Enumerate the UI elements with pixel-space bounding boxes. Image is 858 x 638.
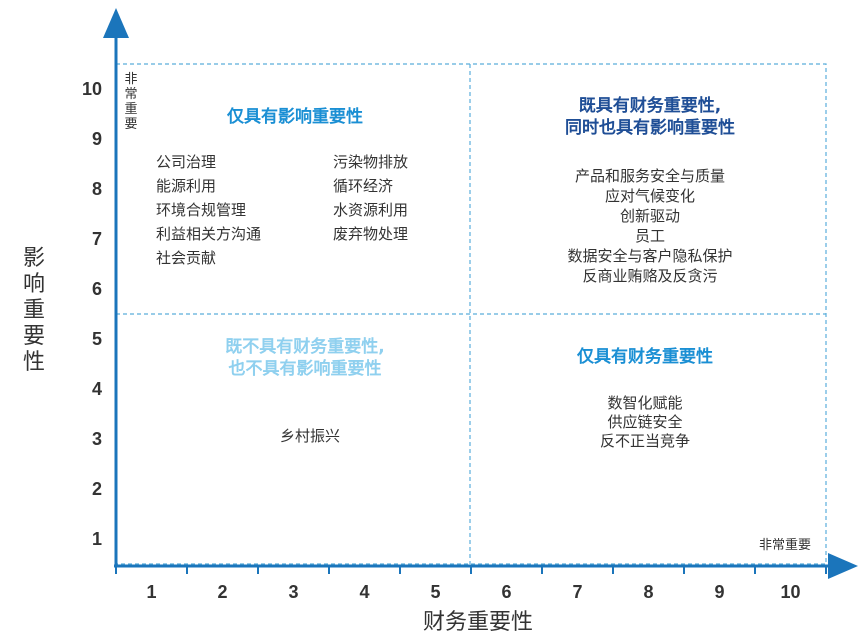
x-corner-label: 非常重要 [758,538,811,553]
list-item: 创新驱动 [619,207,680,225]
x-tick-label: 5 [430,582,440,602]
quadrant-bottom-left-title-line2: 也不具有影响重要性 [228,359,382,379]
y-tick-label: 2 [92,479,102,499]
list-item: 数据安全与客户隐私保护 [567,247,733,265]
list-item: 能源利用 [156,177,217,195]
quadrant-top-right-list: 产品和服务安全与质量 应对气候变化 创新驱动 员工 数据安全与客户隐私保护 反商… [520,166,780,286]
x-tick-label: 8 [643,582,653,602]
y-axis-ticks: 1 2 3 4 5 6 7 8 9 10 [82,79,102,549]
y-tick-label: 1 [92,529,102,549]
x-tick-label: 4 [359,582,369,602]
quadrant-bottom-right-list: 数智化赋能 供应链安全 反不正当竞争 [550,394,740,451]
quadrant-bottom-left-title: 既不具有财务重要性, 也不具有影响重要性 [180,336,430,380]
x-tick-label: 1 [146,582,156,602]
y-axis-title: 影响重要性 [22,246,45,375]
list-item: 应对气候变化 [604,187,695,205]
quadrant-bottom-right-title: 仅具有财务重要性 [577,347,713,367]
y-corner-label: 非常重要 [124,72,138,132]
quadrant-top-right-title: 既具有财务重要性, 同时也具有影响重要性 [510,95,790,139]
list-item: 乡村振兴 [279,427,340,445]
list-item: 利益相关方沟通 [156,225,262,243]
list-item: 废弃物处理 [333,225,409,243]
list-item: 反不正当竞争 [599,432,690,450]
y-tick-label: 3 [92,429,102,449]
x-tick-label: 2 [217,582,227,602]
list-item: 员工 [634,227,665,245]
quadrant-top-left-list-left: 公司治理 能源利用 环境合规管理 利益相关方沟通 社会贡献 [156,150,326,270]
x-axis-arrow [828,553,858,579]
x-tick-label: 9 [714,582,724,602]
y-tick-label: 4 [92,379,102,399]
list-item: 循环经济 [333,177,394,195]
y-tick-label: 10 [82,79,102,99]
y-tick-label: 5 [92,329,102,349]
quadrant-top-right-title-line2: 同时也具有影响重要性 [565,118,735,138]
quadrant-top-left-title: 仅具有影响重要性 [227,107,363,127]
list-item: 公司治理 [156,153,217,171]
list-item: 产品和服务安全与质量 [574,167,725,185]
x-axis-ticks: 1 2 3 4 5 6 7 8 9 10 [115,566,827,602]
y-axis-arrow [103,8,129,38]
y-tick-label: 8 [92,179,102,199]
quadrant-bottom-left-title-line1: 既不具有财务重要性, [225,337,385,357]
list-item: 环境合规管理 [156,201,247,219]
list-item: 水资源利用 [333,201,409,219]
x-tick-label: 7 [572,582,582,602]
x-tick-label: 10 [780,582,800,602]
x-tick-label: 6 [501,582,511,602]
y-tick-label: 7 [92,229,102,249]
y-tick-label: 6 [92,279,102,299]
quadrant-top-left-list-right: 污染物排放 循环经济 水资源利用 废弃物处理 [333,150,463,246]
list-item: 反商业贿赂及反贪污 [582,267,718,285]
quadrant-bottom-left-list: 乡村振兴 [250,424,370,448]
x-axis-title: 财务重要性 [422,610,533,635]
list-item: 社会贡献 [156,249,217,267]
quadrant-top-right-title-line1: 既具有财务重要性, [578,96,722,116]
list-item: 供应链安全 [607,413,683,431]
list-item: 数智化赋能 [607,394,683,412]
y-tick-label: 9 [92,129,102,149]
list-item: 污染物排放 [333,153,409,171]
x-tick-label: 3 [288,582,298,602]
